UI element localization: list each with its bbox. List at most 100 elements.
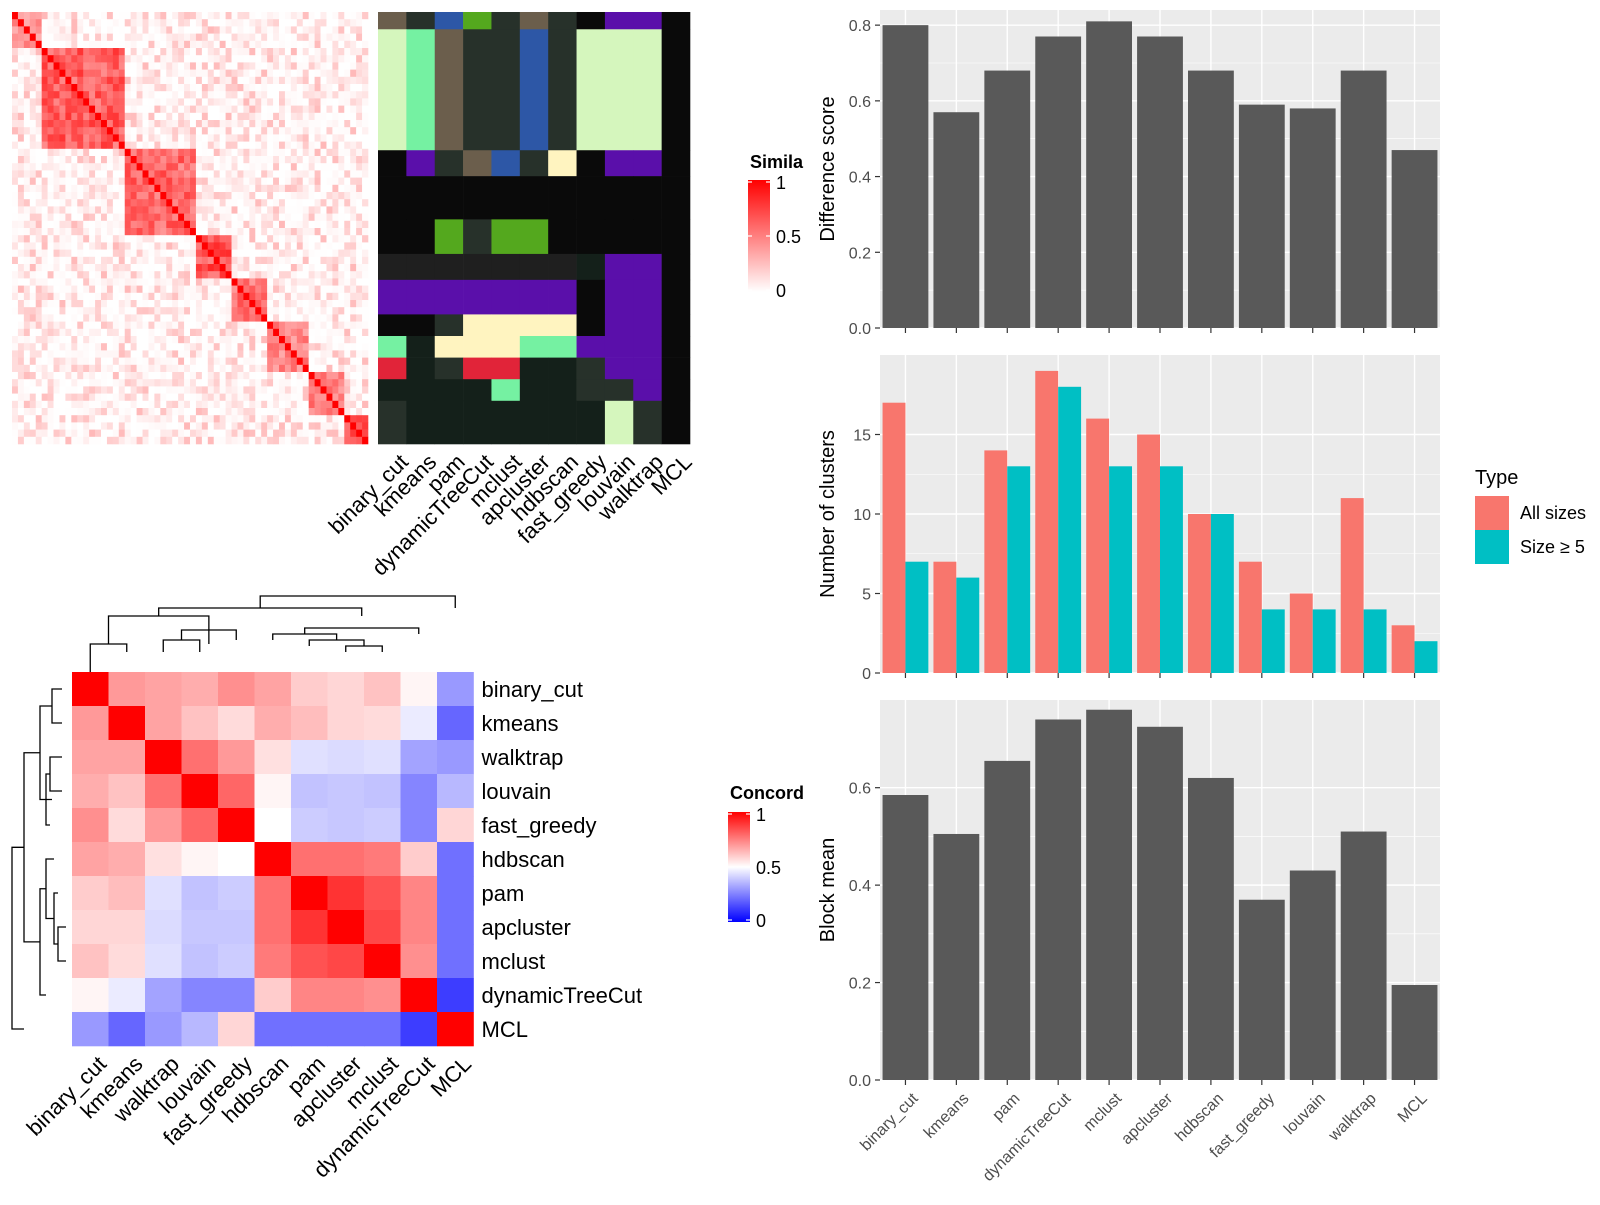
similarity-cell <box>201 408 209 416</box>
similarity-cell <box>89 314 96 322</box>
similarity-cell <box>225 235 232 243</box>
similarity-cell <box>296 163 304 171</box>
similarity-cell <box>225 228 232 236</box>
bar <box>984 70 1031 328</box>
similarity-cell <box>237 141 244 150</box>
similarity-cell <box>279 436 286 445</box>
similarity-cell <box>166 184 173 193</box>
similarity-cell <box>261 84 268 92</box>
similarity-cell <box>59 386 66 394</box>
similarity-cell <box>65 307 72 315</box>
similarity-cell <box>255 127 262 135</box>
similarity-cell <box>178 336 185 344</box>
similarity-cell <box>53 235 60 243</box>
similarity-cell <box>41 343 48 351</box>
similarity-cell <box>213 278 220 286</box>
similarity-cell <box>243 307 250 315</box>
similarity-cell <box>284 364 292 373</box>
similarity-cell <box>290 105 298 114</box>
similarity-cell <box>65 62 72 70</box>
similarity-cell <box>195 429 203 438</box>
similarity-cell <box>106 343 114 351</box>
cluster-cell <box>576 379 606 402</box>
similarity-cell <box>314 55 321 63</box>
similarity-cell <box>136 336 143 344</box>
similarity-cell <box>77 184 84 193</box>
similarity-cell <box>89 206 96 214</box>
similarity-cell <box>231 285 238 294</box>
similarity-cell <box>23 228 31 236</box>
similarity-cell <box>124 379 131 387</box>
similarity-cell <box>273 314 280 322</box>
similarity-cell <box>314 62 321 70</box>
similarity-cell <box>77 386 84 394</box>
similarity-cell <box>344 408 351 416</box>
similarity-cell <box>178 436 185 445</box>
similarity-cell <box>320 69 327 78</box>
similarity-cell <box>195 271 203 279</box>
similarity-cell <box>23 372 31 380</box>
similarity-cell <box>201 170 209 178</box>
similarity-cell <box>65 300 72 308</box>
similarity-cell <box>71 271 78 279</box>
similarity-cell <box>308 134 315 142</box>
similarity-cell <box>35 206 42 214</box>
similarity-cell <box>190 206 197 214</box>
similarity-cell <box>362 436 369 445</box>
similarity-cell <box>201 120 209 128</box>
similarity-cell <box>332 177 339 186</box>
similarity-cell <box>184 336 191 344</box>
similarity-cell <box>83 408 90 416</box>
similarity-cell <box>130 436 137 445</box>
similarity-cell <box>47 415 54 423</box>
concordance-cell <box>254 1012 292 1047</box>
similarity-cell <box>41 105 48 114</box>
similarity-cell <box>59 199 66 207</box>
cluster-cell <box>633 379 662 402</box>
similarity-cell <box>83 372 90 380</box>
similarity-cell <box>302 256 309 265</box>
similarity-cell <box>101 213 108 222</box>
similarity-cell <box>148 55 155 63</box>
similarity-cell <box>243 314 250 322</box>
similarity-cell <box>184 379 191 387</box>
similarity-cell <box>338 235 345 243</box>
similarity-cell <box>53 343 60 351</box>
similarity-cell <box>136 156 143 164</box>
cluster-cell <box>491 253 521 281</box>
concordance-column-dendrogram-branch <box>259 595 456 608</box>
similarity-cell <box>154 336 161 344</box>
similarity-cell <box>41 235 48 243</box>
similarity-cell <box>59 76 66 85</box>
similarity-cell <box>302 415 309 423</box>
similarity-cell <box>136 170 143 178</box>
similarity-cell <box>213 228 220 236</box>
similarity-cell <box>41 422 48 430</box>
similarity-cell <box>136 400 143 409</box>
similarity-cell <box>130 199 137 207</box>
similarity-cell <box>308 141 315 150</box>
cluster-cell <box>633 176 662 220</box>
cluster-cell <box>548 336 577 358</box>
similarity-cell <box>231 33 238 42</box>
similarity-cell <box>35 163 42 171</box>
similarity-cell <box>326 300 333 308</box>
similarity-cell <box>201 105 209 114</box>
similarity-cell <box>77 127 84 135</box>
similarity-cell <box>356 84 363 92</box>
concordance-cell <box>108 1012 146 1047</box>
similarity-cell <box>308 415 315 423</box>
similarity-cell <box>326 364 333 373</box>
similarity-cell <box>12 228 19 236</box>
concordance-cell <box>291 672 328 707</box>
similarity-cell <box>296 33 304 42</box>
similarity-cell <box>166 98 173 106</box>
concordance-cell <box>291 910 328 945</box>
similarity-cell <box>231 415 238 423</box>
similarity-cell <box>71 84 78 92</box>
similarity-cell <box>184 156 191 164</box>
similarity-cell <box>112 300 120 308</box>
similarity-cell <box>308 400 315 409</box>
similarity-cell <box>344 48 351 56</box>
similarity-cell <box>195 422 203 430</box>
